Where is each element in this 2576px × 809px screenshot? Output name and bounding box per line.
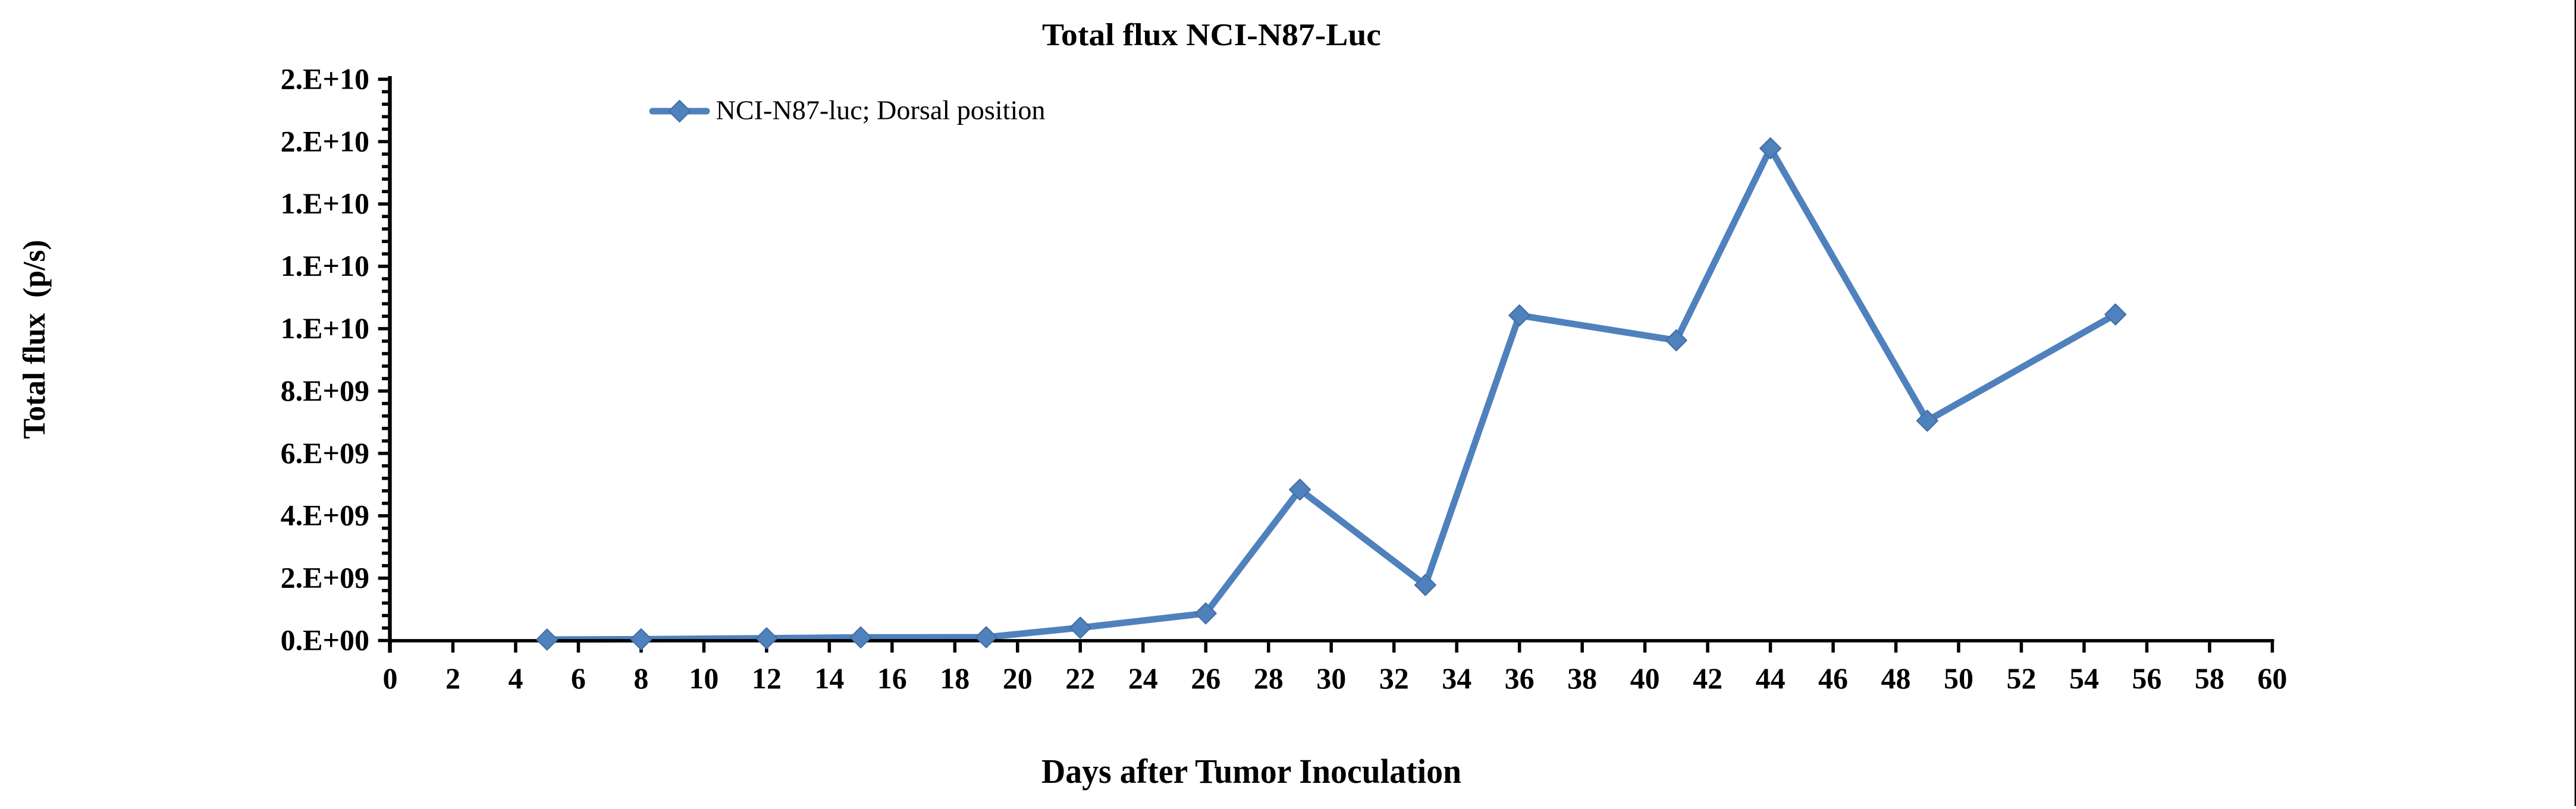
svg-text:2.E+10: 2.E+10 — [281, 62, 369, 95]
svg-text:44: 44 — [1756, 662, 1786, 695]
svg-text:58: 58 — [2195, 662, 2224, 695]
svg-text:20: 20 — [1003, 662, 1033, 695]
svg-text:2.E+09: 2.E+09 — [281, 561, 369, 594]
svg-text:NCI-N87-luc; Dorsal position: NCI-N87-luc; Dorsal position — [716, 95, 1046, 125]
svg-text:Total flux NCI-N87-Luc: Total flux NCI-N87-Luc — [1042, 18, 1381, 52]
svg-text:0: 0 — [383, 662, 398, 695]
svg-text:1.E+10: 1.E+10 — [281, 249, 369, 282]
svg-text:60: 60 — [2257, 662, 2287, 695]
svg-text:Days after Tumor Inoculation: Days after Tumor Inoculation — [1041, 752, 1461, 791]
svg-text:26: 26 — [1191, 662, 1220, 695]
svg-text:1.E+10: 1.E+10 — [281, 187, 369, 220]
svg-text:40: 40 — [1630, 662, 1660, 695]
svg-text:8: 8 — [633, 662, 648, 695]
svg-text:4.E+09: 4.E+09 — [281, 499, 369, 532]
svg-text:2.E+10: 2.E+10 — [281, 124, 369, 158]
svg-text:22: 22 — [1065, 662, 1095, 695]
svg-text:10: 10 — [689, 662, 718, 695]
svg-text:6: 6 — [571, 662, 586, 695]
svg-text:54: 54 — [2069, 662, 2099, 695]
svg-text:18: 18 — [940, 662, 969, 695]
svg-text:4: 4 — [509, 662, 523, 695]
svg-text:52: 52 — [2007, 662, 2037, 695]
svg-text:12: 12 — [752, 662, 782, 695]
svg-text:16: 16 — [877, 662, 907, 695]
svg-text:50: 50 — [1944, 662, 1973, 695]
svg-text:30: 30 — [1316, 662, 1346, 695]
svg-text:34: 34 — [1442, 662, 1471, 695]
svg-text:Total flux (p/s): Total flux (p/s) — [17, 240, 52, 439]
svg-text:14: 14 — [814, 662, 844, 695]
svg-text:38: 38 — [1567, 662, 1597, 695]
svg-text:24: 24 — [1128, 662, 1158, 695]
svg-text:56: 56 — [2132, 662, 2161, 695]
svg-text:48: 48 — [1881, 662, 1911, 695]
svg-text:42: 42 — [1693, 662, 1722, 695]
svg-text:2: 2 — [445, 662, 460, 695]
svg-text:8.E+09: 8.E+09 — [281, 374, 369, 407]
svg-text:28: 28 — [1254, 662, 1284, 695]
svg-text:0.E+00: 0.E+00 — [281, 624, 369, 657]
svg-text:46: 46 — [1818, 662, 1848, 695]
svg-text:6.E+09: 6.E+09 — [281, 436, 369, 470]
svg-text:1.E+10: 1.E+10 — [281, 311, 369, 345]
svg-text:36: 36 — [1505, 662, 1535, 695]
svg-text:32: 32 — [1379, 662, 1409, 695]
